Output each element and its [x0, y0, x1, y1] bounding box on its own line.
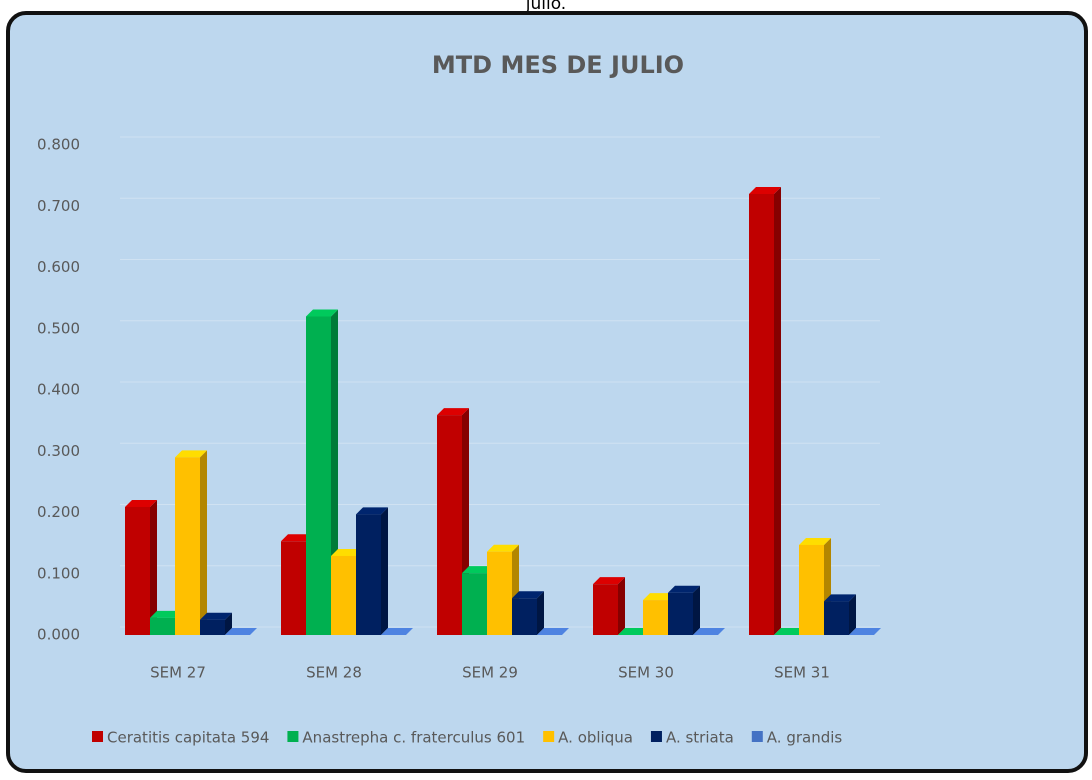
legend-label: Ceratitis capitata 594 — [107, 729, 269, 747]
bar-front — [799, 544, 824, 635]
y-tick-label: 0.500 — [37, 319, 80, 337]
y-tick-label: 0.200 — [37, 503, 80, 521]
bar-side — [693, 585, 700, 635]
y-tick-label: 0.000 — [37, 626, 80, 644]
bar — [774, 628, 806, 635]
bar-front — [824, 601, 849, 635]
bar-side — [150, 499, 157, 635]
bar-front — [200, 619, 225, 635]
x-tick-label: SEM 31 — [774, 664, 830, 682]
bar-top — [356, 507, 388, 515]
bar-top — [150, 610, 182, 618]
bar-top — [799, 537, 831, 545]
y-tick-label: 0.300 — [37, 442, 80, 460]
bar-front — [643, 600, 668, 635]
bar-front — [437, 415, 462, 635]
y-tick-label: 0.700 — [37, 197, 80, 215]
bar — [824, 594, 856, 635]
bar-front — [331, 555, 356, 635]
bar — [693, 628, 725, 635]
caption: julio. — [525, 0, 566, 14]
x-tick-label: SEM 29 — [462, 664, 518, 682]
bar-side — [537, 591, 544, 635]
bar-top — [487, 544, 519, 552]
y-tick-label: 0.400 — [37, 381, 80, 399]
bar-side — [849, 594, 856, 635]
bar-top — [618, 628, 650, 635]
x-tick-label: SEM 30 — [618, 664, 674, 682]
bar-top — [281, 534, 313, 542]
bar-side — [774, 187, 781, 635]
bar-top — [537, 628, 569, 635]
bar-front — [749, 194, 774, 635]
bar — [381, 628, 413, 635]
bar-front — [281, 541, 306, 635]
bar-top — [593, 577, 625, 585]
x-tick-label: SEM 28 — [306, 664, 362, 682]
bar-top — [824, 594, 856, 602]
bar-top — [462, 566, 494, 574]
bar — [175, 450, 207, 635]
bar — [537, 628, 569, 635]
bar-front — [593, 584, 618, 635]
bar-front — [487, 551, 512, 635]
bar-top — [306, 309, 338, 317]
bar-top — [512, 591, 544, 599]
legend-swatch — [92, 731, 103, 742]
chart-frame — [6, 11, 1088, 773]
legend-swatch — [751, 731, 763, 742]
bar-front — [462, 573, 487, 635]
y-tick-label: 0.800 — [37, 136, 80, 154]
bar-top — [749, 187, 781, 194]
x-tick-label: SEM 27 — [150, 664, 206, 682]
bar — [618, 628, 650, 635]
bar-top — [668, 585, 700, 593]
bar-front — [175, 457, 200, 635]
bar-top — [175, 450, 207, 458]
bar-top — [200, 612, 232, 620]
bar — [668, 585, 700, 635]
bar-side — [225, 612, 232, 635]
legend-label: A. striata — [666, 729, 734, 747]
bar — [125, 499, 157, 635]
bar — [593, 577, 625, 635]
bar-side — [381, 507, 388, 635]
legend-swatch — [543, 731, 555, 742]
bar-top — [225, 628, 257, 635]
bar-side — [618, 577, 625, 635]
legend-label: A. obliqua — [558, 729, 633, 747]
bar-front — [512, 598, 537, 635]
bar — [356, 507, 388, 635]
legend-swatch — [287, 731, 299, 742]
bar-front — [668, 592, 693, 635]
bar-top — [381, 628, 413, 635]
bar — [512, 591, 544, 635]
bar — [200, 612, 232, 635]
bar-front — [306, 316, 331, 635]
legend-label: A. grandis — [767, 729, 843, 747]
bar-top — [437, 408, 469, 416]
bar-top — [693, 628, 725, 635]
bar-front — [125, 506, 150, 635]
bar-front — [356, 514, 381, 635]
legend-swatch — [650, 731, 662, 742]
bar-side — [200, 450, 207, 635]
bar-top — [643, 593, 675, 601]
bar-front — [150, 617, 175, 635]
y-tick-label: 0.600 — [37, 258, 80, 276]
bar — [225, 628, 257, 635]
bar-top — [774, 628, 806, 635]
chart-title: MTD MES DE JULIO — [432, 51, 684, 79]
bar — [749, 187, 781, 635]
bar-top — [849, 628, 881, 635]
bar-top — [331, 548, 363, 556]
bar-top — [125, 499, 157, 507]
bar — [849, 628, 881, 635]
y-tick-label: 0.100 — [37, 564, 80, 582]
legend-label: Anastrepha c. fraterculus 601 — [302, 729, 525, 747]
